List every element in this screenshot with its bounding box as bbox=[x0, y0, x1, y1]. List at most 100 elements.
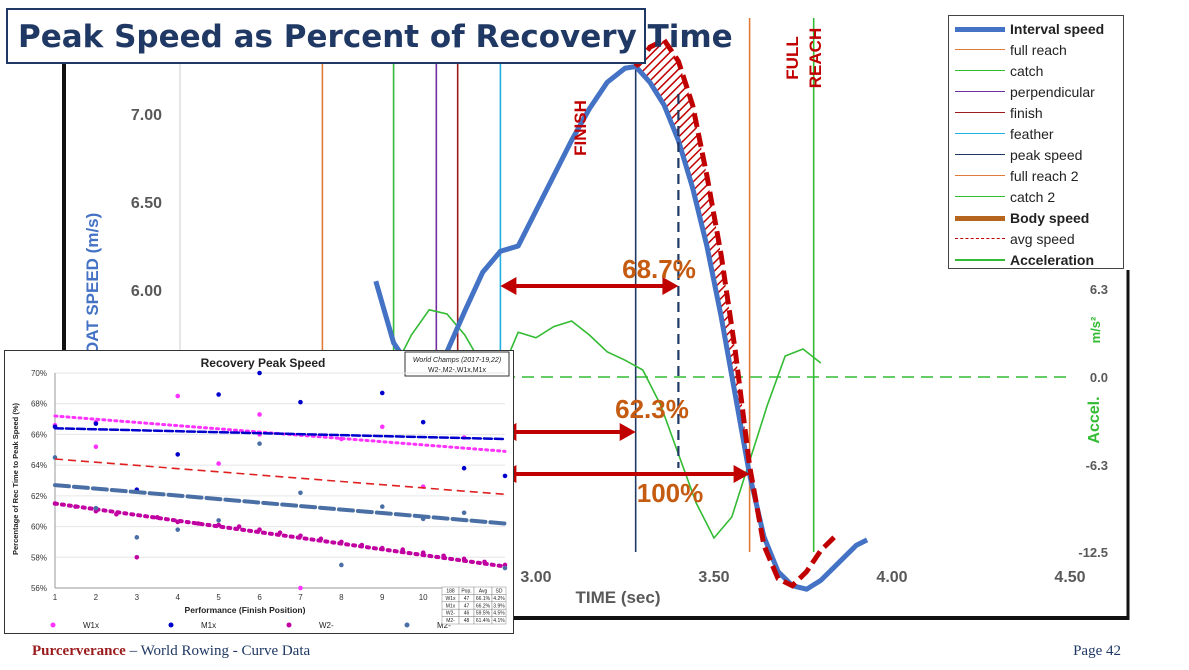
inset-point-W2- bbox=[175, 519, 181, 525]
inset-y-tick: 56% bbox=[31, 584, 47, 593]
inset-point-W2- bbox=[318, 536, 324, 542]
inset-point-W2- bbox=[400, 547, 406, 552]
chart-title-box: Peak Speed as Percent of Recovery Time bbox=[6, 8, 733, 64]
inset-stats-table: 188 Pop. Avg SD W1x 47 66.1% 4.2% M1x 47 66.2% 3.9%… bbox=[441, 586, 507, 625]
inset-table-text: 46 bbox=[464, 611, 470, 617]
inset-point-M2- bbox=[461, 510, 467, 516]
inset-subtitle-2: W2-,M2-,W1x,M1x bbox=[428, 367, 486, 374]
full-reach-label-line1: FULL bbox=[783, 36, 802, 79]
inset-chart-panel: Recovery Peak Speed World Champs (2017-19… bbox=[4, 350, 514, 634]
inset-legend-label-M2-: M2- bbox=[437, 621, 451, 630]
inset-y-title: Percentage of Rec Time to Peak Speed (%) bbox=[11, 403, 20, 555]
inset-point-W2- bbox=[461, 556, 467, 562]
legend-swatch bbox=[955, 133, 1005, 135]
inset-point-W2- bbox=[257, 527, 262, 532]
finish-label: FINISH bbox=[571, 100, 590, 156]
inset-y-tick: 66% bbox=[31, 430, 47, 439]
y2-tick-label: 6.3 bbox=[1090, 282, 1108, 297]
y2-tick-label: -6.3 bbox=[1086, 458, 1108, 473]
inset-subtitle-1: World Champs (2017-19,22) bbox=[413, 357, 501, 364]
legend-item: avg speed bbox=[955, 229, 1123, 249]
inset-point-M2- bbox=[216, 518, 221, 523]
legend-item: perpendicular bbox=[955, 82, 1123, 102]
inset-point-W1x bbox=[298, 585, 303, 591]
inset-point-W1x bbox=[175, 393, 181, 399]
x-tick-label: 3.50 bbox=[698, 569, 729, 586]
series-avg-speed bbox=[633, 36, 837, 589]
inset-x-tick: 4 bbox=[176, 593, 181, 602]
legend-swatch bbox=[955, 70, 1005, 72]
y2-tick-label: 0.0 bbox=[1090, 370, 1108, 385]
inset-trend-W2- bbox=[53, 501, 507, 569]
legend-swatch bbox=[955, 154, 1005, 156]
inset-point-M1x bbox=[502, 473, 508, 479]
inset-x-tick: 6 bbox=[257, 593, 262, 602]
inset-point-W1x bbox=[257, 412, 262, 417]
inset-x-tick: 8 bbox=[339, 593, 344, 602]
inset-subtitle-frame bbox=[404, 351, 510, 377]
y-axis-title: BOAT SPEED (m/s) bbox=[83, 213, 102, 368]
legend-swatch bbox=[955, 175, 1005, 177]
inset-point-W2- bbox=[379, 545, 385, 551]
inset-chart: Recovery Peak Speed World Champs (2017-19… bbox=[11, 351, 510, 630]
legend-label: full reach 2 bbox=[1010, 168, 1079, 184]
inset-table-text: 61.4% bbox=[476, 618, 491, 624]
inset-table-text: 4.1% bbox=[493, 618, 505, 624]
y2-axis-unit: m/s² bbox=[1088, 316, 1103, 343]
inset-point-W2- bbox=[441, 553, 446, 559]
x-tick-label: 4.00 bbox=[876, 569, 907, 586]
pct-label-62: 62.3% bbox=[615, 394, 689, 424]
inset-legend-label-W1x: W1x bbox=[83, 621, 99, 630]
legend-swatch bbox=[955, 238, 1005, 240]
inset-point-M2- bbox=[257, 441, 262, 446]
inset-table-text: 48 bbox=[464, 618, 470, 624]
legend-label: Acceleration bbox=[1010, 252, 1095, 268]
inset-table-text: 66.1% bbox=[476, 596, 491, 602]
inset-point-M1x bbox=[93, 421, 99, 426]
legend-label: full reach bbox=[1010, 42, 1067, 58]
inset-title: Recovery Peak Speed bbox=[201, 356, 326, 370]
inset-point-W2- bbox=[298, 533, 303, 539]
inset-point-M1x bbox=[257, 370, 262, 376]
inset-table-text: SD bbox=[496, 589, 503, 595]
inset-table-text: 188 bbox=[446, 589, 455, 595]
inset-point-M2- bbox=[175, 527, 181, 532]
inset-legend-marker-W1x bbox=[50, 622, 56, 628]
inset-x-title: Performance (Finish Position) bbox=[185, 605, 306, 615]
inset-point-M1x bbox=[52, 424, 58, 430]
legend-swatch bbox=[955, 49, 1005, 51]
legend-label: catch bbox=[1010, 63, 1044, 79]
inset-point-W2- bbox=[134, 554, 140, 560]
arrow-68-head-right bbox=[662, 277, 679, 295]
inset-point-W2- bbox=[73, 504, 78, 509]
y-tick-label: 7.00 bbox=[131, 107, 162, 124]
inset-point-W1x bbox=[216, 461, 221, 466]
inset-trend-M2- bbox=[53, 483, 507, 526]
inset-trend-overall bbox=[54, 458, 506, 496]
inset-y-tick: 62% bbox=[31, 492, 47, 501]
pct-label-100: 100% bbox=[637, 478, 704, 508]
inset-point-W2- bbox=[482, 559, 487, 565]
inset-table-text: W2- bbox=[446, 611, 456, 617]
inset-trend-W1x bbox=[53, 414, 507, 453]
y2-tick-label: -12.5 bbox=[1078, 545, 1108, 560]
inset-legend-marker-M1x bbox=[168, 622, 174, 628]
pct-label-68: 68.7% bbox=[622, 254, 696, 284]
legend-item: Interval speed bbox=[955, 19, 1123, 39]
inset-x-tick: 9 bbox=[380, 593, 385, 602]
inset-table-text: 66.2% bbox=[476, 603, 491, 609]
inset-y-tick: 58% bbox=[31, 553, 47, 562]
legend-swatch bbox=[955, 258, 1005, 261]
inset-point-W2- bbox=[216, 522, 221, 528]
legend-item: Acceleration bbox=[955, 250, 1123, 270]
y2-axis-title: Accel. bbox=[1086, 396, 1103, 443]
inset-x-tick: 3 bbox=[135, 593, 140, 602]
legend-label: Body speed bbox=[1010, 210, 1090, 226]
inset-legend-label-M1x: M1x bbox=[201, 621, 216, 630]
legend-item: full reach bbox=[955, 40, 1123, 60]
legend-item: peak speed bbox=[955, 145, 1123, 165]
inset-point-W2- bbox=[236, 524, 242, 529]
inset-x-tick: 2 bbox=[94, 593, 99, 602]
inset-table-text: 47 bbox=[464, 603, 470, 609]
full-reach-label-line2: REACH bbox=[806, 28, 825, 88]
